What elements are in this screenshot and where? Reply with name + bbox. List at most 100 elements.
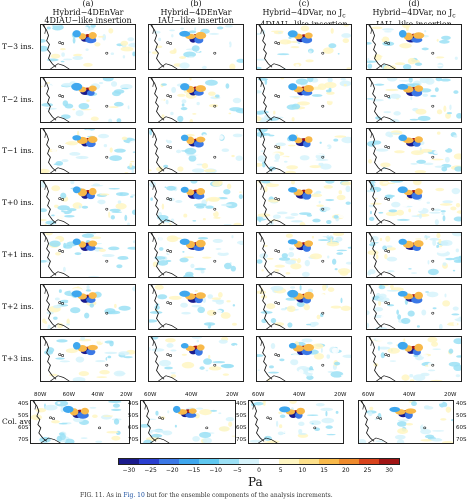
increment-map: [257, 285, 351, 329]
increment-blob: [168, 415, 171, 418]
increment-blob: [279, 346, 282, 352]
island-outline: [61, 302, 65, 305]
increment-blob: [220, 364, 234, 368]
island-outline: [431, 259, 435, 263]
increment-blob: [211, 297, 222, 300]
increment-blob: [161, 203, 165, 210]
increment-blob: [194, 267, 207, 271]
increment-blob: [269, 365, 274, 369]
increment-blob: [410, 157, 419, 165]
increment-blob: [320, 347, 323, 353]
increment-blob: [222, 373, 229, 376]
increment-blob: [389, 183, 399, 188]
antarctic-coastline: [258, 437, 278, 443]
increment-blob: [81, 233, 95, 238]
increment-blob: [367, 29, 374, 36]
increment-blob: [399, 80, 413, 82]
increment-blob: [316, 204, 324, 207]
increment-blob: [429, 211, 441, 214]
increment-blob: [333, 138, 339, 142]
increment-blob: [423, 406, 434, 410]
increment-blob: [420, 148, 433, 153]
increment-blob: [456, 113, 461, 119]
increment-blob: [166, 285, 178, 288]
increment-blob: [216, 26, 224, 30]
increment-blob: [275, 142, 286, 147]
increment-blob: [374, 418, 378, 421]
increment-blob: [51, 80, 56, 86]
increment-blob: [151, 51, 158, 55]
increment-blob: [108, 28, 114, 34]
increment-blob: [452, 269, 456, 272]
cyclone-increment: [88, 187, 97, 196]
increment-blob: [118, 351, 130, 356]
island-outline: [431, 207, 435, 211]
increment-blob: [389, 118, 400, 122]
increment-blob: [188, 30, 197, 34]
increment-blob: [449, 104, 452, 110]
increment-blob: [444, 269, 451, 273]
increment-blob: [423, 285, 430, 291]
increment-blob: [166, 185, 176, 191]
increment-blob: [155, 39, 167, 45]
increment-blob: [225, 83, 230, 89]
increment-blob: [390, 181, 404, 183]
antarctic-coastline: [376, 116, 396, 122]
increment-blob: [233, 222, 242, 225]
increment-blob: [146, 418, 157, 420]
increment-blob: [72, 55, 84, 61]
increment-blob: [333, 214, 339, 219]
increment-blob: [424, 30, 427, 33]
colorbar-swatch: [219, 459, 239, 464]
increment-blob: [210, 130, 224, 133]
increment-blob: [436, 131, 441, 135]
increment-blob: [127, 37, 135, 42]
island-outline: [105, 363, 109, 367]
increment-blob: [395, 244, 404, 252]
increment-blob: [279, 414, 286, 418]
increment-blob: [394, 150, 405, 154]
increment-blob: [432, 307, 437, 310]
increment-blob: [257, 213, 271, 218]
increment-blob: [190, 181, 198, 184]
increment-blob: [339, 80, 351, 87]
increment-blob: [108, 428, 119, 431]
coastline-detail: [43, 285, 47, 294]
increment-blob: [409, 369, 418, 371]
increment-blob: [125, 268, 135, 274]
increment-blob: [325, 198, 335, 202]
increment-blob: [381, 314, 388, 321]
increment-blob: [183, 213, 188, 218]
increment-blob: [317, 83, 327, 91]
increment-blob: [55, 252, 61, 256]
increment-blob: [70, 203, 73, 206]
increment-blob: [127, 256, 132, 259]
increment-blob: [306, 355, 313, 360]
increment-blob: [221, 148, 230, 153]
coastline-detail: [151, 337, 155, 346]
increment-blob: [289, 401, 297, 405]
increment-blob: [432, 348, 442, 351]
increment-blob: [306, 323, 312, 326]
increment-blob: [257, 66, 262, 69]
increment-map: [257, 25, 351, 69]
increment-blob: [63, 215, 75, 218]
increment-blob: [322, 285, 327, 291]
increment-blob: [180, 27, 184, 30]
increment-blob: [330, 237, 333, 244]
colorbar-tick-label: −20: [165, 467, 179, 474]
increment-blob: [188, 155, 197, 162]
caption-figure-link[interactable]: Fig. 10: [123, 492, 145, 499]
increment-blob: [72, 202, 83, 209]
increment-blob: [367, 63, 373, 69]
increment-map: [257, 129, 351, 173]
island-outline: [431, 155, 435, 159]
increment-blob: [218, 412, 222, 415]
increment-blob: [119, 192, 123, 196]
cyclone-increment: [179, 290, 191, 297]
increment-blob: [64, 142, 73, 145]
increment-blob: [108, 246, 120, 251]
coastline-detail: [43, 337, 47, 346]
island-outline: [213, 104, 217, 108]
cyclone-increment: [88, 32, 97, 40]
